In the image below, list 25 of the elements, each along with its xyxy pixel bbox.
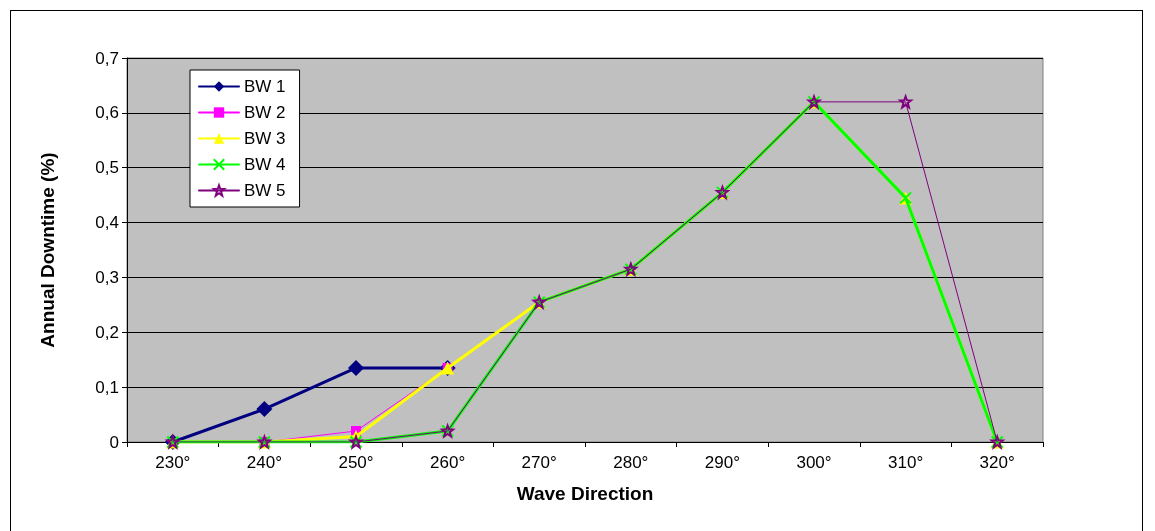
y-tick-label: 0,3: [95, 267, 119, 287]
y-tick-label: 0,7: [95, 48, 119, 68]
legend-label: BW 1: [244, 77, 286, 96]
x-tick-label: 230°: [155, 453, 191, 472]
x-axis-title: Wave Direction: [516, 483, 654, 504]
y-tick-label: 0: [109, 432, 119, 452]
legend-label: BW 2: [244, 103, 286, 122]
legend-label: BW 3: [244, 129, 286, 148]
y-axis-title: Annual Downtime (%): [37, 152, 58, 348]
x-tick-label: 270°: [521, 453, 557, 472]
y-tick-label: 0,4: [95, 213, 119, 233]
x-tick-label: 300°: [796, 453, 832, 472]
y-tick-label: 0,2: [95, 322, 119, 342]
legend-label: BW 5: [244, 181, 286, 200]
x-tick-label: 310°: [888, 453, 924, 472]
y-tick-label: 0,1: [95, 377, 119, 397]
x-tick-label: 240°: [246, 453, 282, 472]
legend-label: BW 4: [244, 155, 286, 174]
y-tick-label: 0,6: [95, 103, 119, 123]
x-tick-label: 290°: [704, 453, 740, 472]
x-tick-label: 260°: [430, 453, 466, 472]
x-tick-label: 250°: [338, 453, 374, 472]
y-tick-label: 0,5: [95, 158, 119, 178]
x-tick-label: 320°: [979, 453, 1015, 472]
x-tick-label: 280°: [613, 453, 649, 472]
